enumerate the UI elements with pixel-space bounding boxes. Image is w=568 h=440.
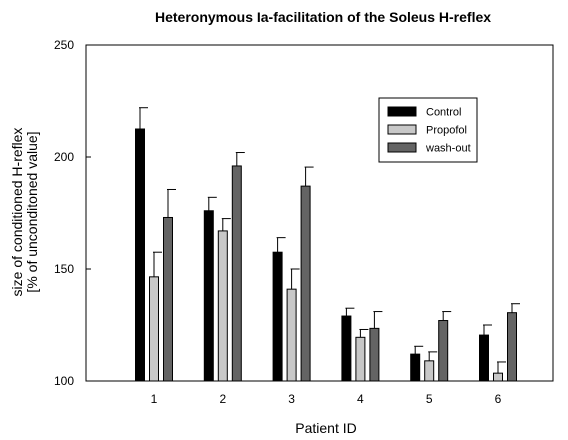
bar xyxy=(410,353,421,382)
bar xyxy=(163,216,173,382)
series-wash-out xyxy=(163,152,520,382)
y-tick-label: 100 xyxy=(54,374,74,388)
y-tick-label: 150 xyxy=(54,262,74,276)
y-axis-label-line-1: size of conditioned H-reflex xyxy=(9,128,25,297)
legend: Control Propofol wash-out xyxy=(378,97,478,163)
legend-label: wash-out xyxy=(425,143,471,155)
x-tick-label: 1 xyxy=(151,392,158,406)
x-tick-label: 2 xyxy=(219,392,226,406)
bar xyxy=(493,372,503,382)
bar xyxy=(300,185,311,382)
bar xyxy=(355,336,366,382)
legend-label: Control xyxy=(426,107,461,119)
bar xyxy=(203,210,214,382)
bar xyxy=(231,165,242,382)
x-tick-label: 6 xyxy=(495,392,502,406)
bar xyxy=(217,230,228,382)
bar xyxy=(438,320,449,382)
legend-swatch xyxy=(387,106,417,117)
bar xyxy=(479,334,489,382)
plot-frame xyxy=(85,44,554,382)
x-axis-label: Patient ID xyxy=(295,420,356,436)
y-tick-label: 200 xyxy=(54,150,74,164)
y-axis: 100 150 200 250 xyxy=(54,38,91,388)
y-axis-label-line-2: [% of unconditoned value] xyxy=(24,131,40,292)
series-control xyxy=(135,107,492,382)
x-tick-label: 4 xyxy=(357,392,364,406)
bar xyxy=(507,312,517,382)
bar xyxy=(286,288,297,382)
bar xyxy=(135,128,145,382)
bar xyxy=(341,315,352,382)
x-tick-label: 3 xyxy=(288,392,295,406)
bars xyxy=(135,107,520,382)
legend-swatch xyxy=(387,124,417,135)
y-tick-label: 250 xyxy=(54,38,74,52)
series-propofol xyxy=(149,218,506,382)
chart-title: Heteronymous Ia-facilitation of the Sole… xyxy=(155,9,491,25)
y-axis-label: size of conditioned H-reflex [% of uncon… xyxy=(9,128,40,297)
bar xyxy=(424,360,435,382)
legend-swatch xyxy=(387,142,417,153)
x-tick-label: 5 xyxy=(426,392,433,406)
bar xyxy=(149,276,159,382)
bar xyxy=(369,327,380,382)
bar xyxy=(272,251,283,382)
legend-label: Propofol xyxy=(426,125,467,137)
